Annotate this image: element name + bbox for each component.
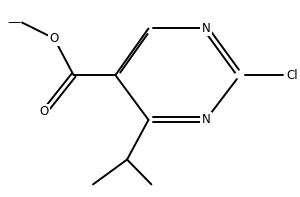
Text: —: — xyxy=(7,16,20,29)
Text: N: N xyxy=(201,113,210,126)
Text: O: O xyxy=(50,32,59,45)
Text: Cl: Cl xyxy=(286,69,298,82)
Text: O: O xyxy=(40,105,49,118)
Text: N: N xyxy=(201,22,210,35)
